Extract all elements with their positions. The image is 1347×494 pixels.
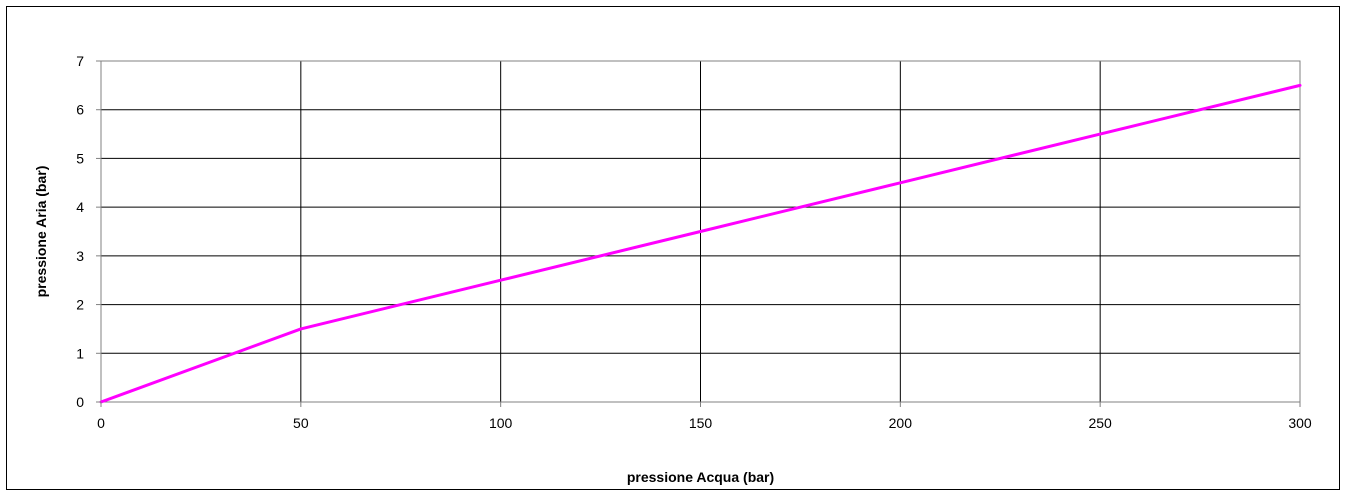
x-axis-ticks: 0 50 100 150 200 250 300 xyxy=(97,402,1312,431)
y-axis-ticks: 0 1 2 3 4 5 6 7 xyxy=(76,53,101,410)
y-tick-label: 3 xyxy=(76,248,84,264)
y-tick-label: 4 xyxy=(76,199,84,215)
series-line xyxy=(99,83,1302,404)
y-tick-label: 1 xyxy=(76,345,84,361)
x-tick-label: 50 xyxy=(293,415,309,431)
y-tick-label: 6 xyxy=(76,102,84,118)
series-layer xyxy=(99,83,1302,404)
y-tick-label: 0 xyxy=(76,394,84,410)
x-axis-title: pressione Acqua (bar) xyxy=(627,469,774,485)
x-tick-label: 100 xyxy=(489,415,513,431)
y-tick-label: 5 xyxy=(76,150,84,166)
y-axis-title: pressione Aria (bar) xyxy=(33,166,49,298)
x-tick-label: 300 xyxy=(1288,415,1312,431)
x-tick-label: 200 xyxy=(889,415,913,431)
x-tick-label: 0 xyxy=(97,415,105,431)
x-tick-label: 150 xyxy=(689,415,713,431)
y-tick-label: 2 xyxy=(76,297,84,313)
x-tick-label: 250 xyxy=(1088,415,1112,431)
y-tick-label: 7 xyxy=(76,53,84,69)
chart-frame xyxy=(6,6,1340,490)
